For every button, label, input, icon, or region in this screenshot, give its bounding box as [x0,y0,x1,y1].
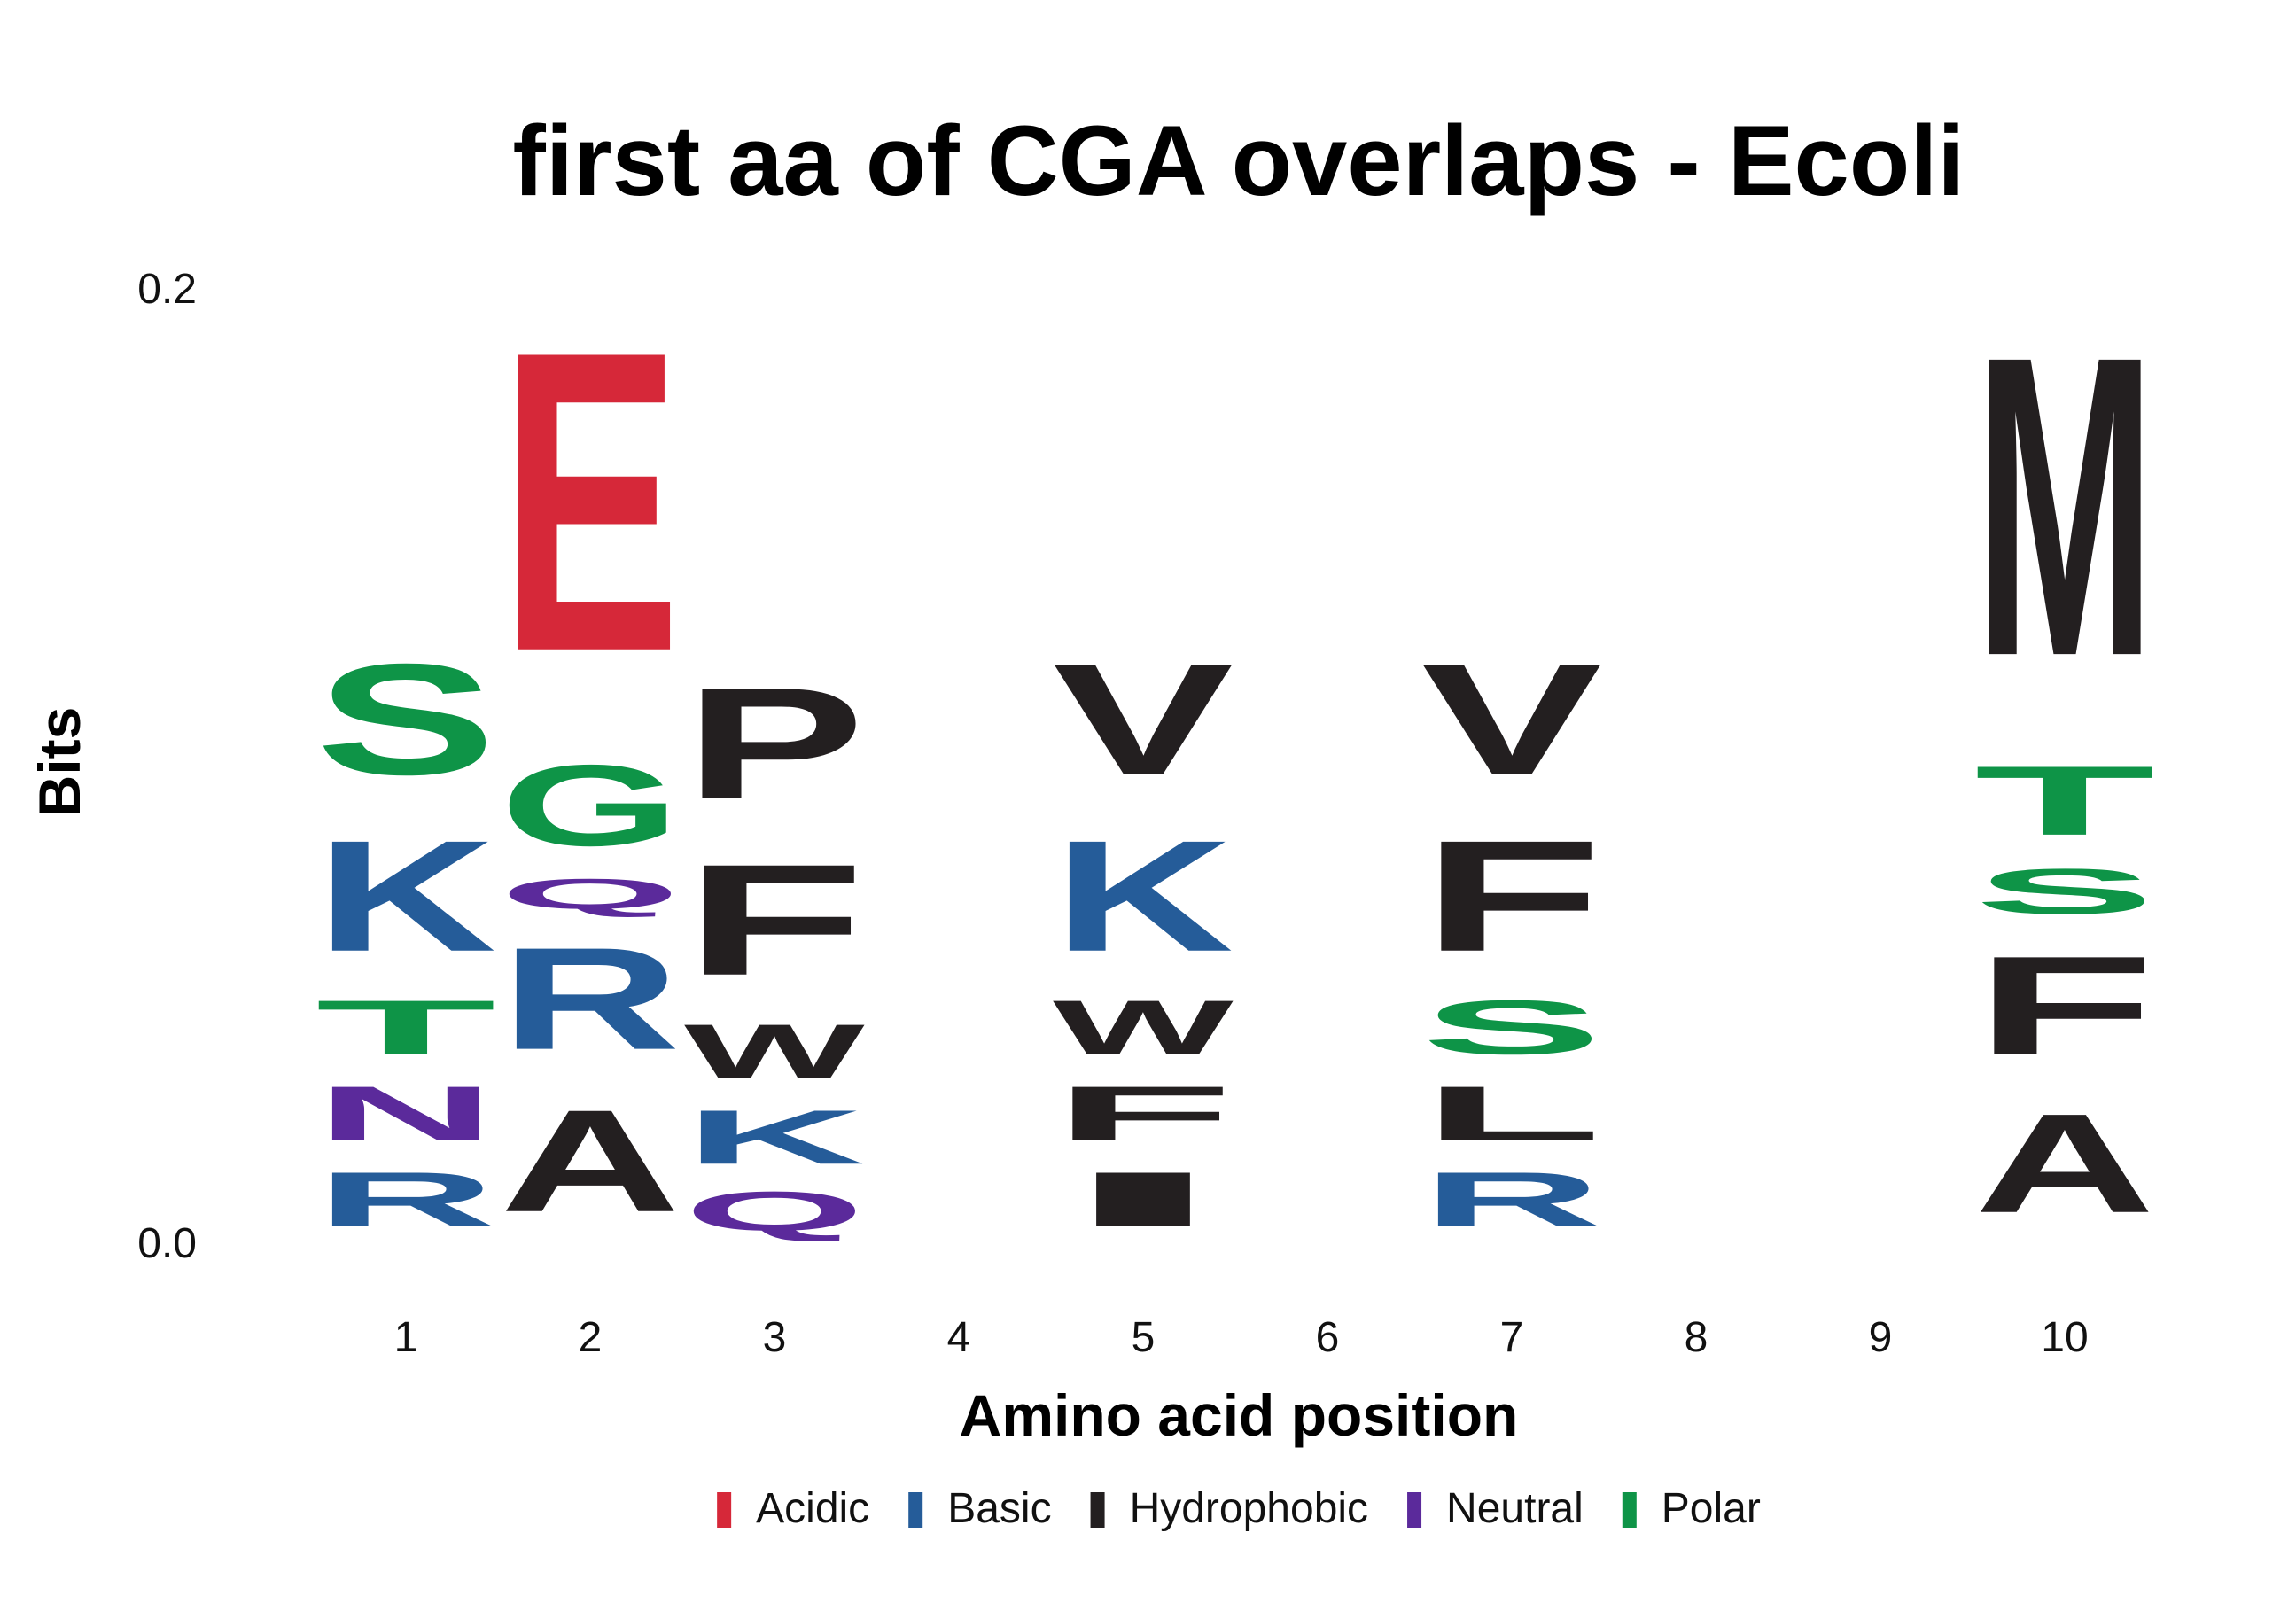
legend-swatch [908,1492,923,1528]
logo-letter-w: W [1053,984,1234,1070]
logo-letter-q: Q [684,1180,865,1242]
logo-letter-f: F [1421,807,1602,984]
x-tick-label: 3 [763,1314,787,1361]
y-tick-label: 0.2 [137,266,197,313]
logo-letter-r: R [1421,1156,1602,1242]
logo-letter-s: S [1974,856,2155,928]
legend-swatch [1090,1492,1105,1528]
x-tick-label: 2 [579,1314,603,1361]
logo-letter-g: G [500,741,681,869]
legend-swatch [1407,1492,1422,1528]
x-tick-label: 1 [394,1314,418,1361]
logo-letter-n: N [315,1070,496,1156]
x-tick-label: 4 [947,1314,971,1361]
logo-letter-p: P [684,655,865,832]
logo-letter-v: V [1053,631,1234,808]
logo-letter-k: K [684,1094,865,1180]
logo-letter-k: K [1053,808,1234,985]
logo-letter-l: L [1421,1070,1602,1156]
x-tick-label: 10 [2041,1314,2088,1361]
y-axis-label: Bits [27,707,92,818]
y-axis-ticks: 0.0 0.2 [137,266,197,1267]
logo-letter-f: F [1053,1070,1234,1156]
legend-swatch [1622,1492,1637,1528]
logo-letter-e: E [500,261,681,740]
logo-letter-q: Q [500,870,681,918]
y-tick-label: 0.0 [137,1220,197,1267]
legend-label: Basic [947,1485,1051,1532]
legend: Acidic Basic Hydrophobic Neutral Polar [717,1485,1761,1532]
chart-title: first aa of CGA overlaps - Ecoli [513,105,1965,216]
logo-letter-k: K [315,808,496,985]
logo-letter-t: T [1974,746,2155,856]
legend-label: Neutral [1446,1485,1584,1532]
logo-letter-w: W [684,1008,866,1094]
logo-letter-s: S [1421,984,1602,1070]
x-axis-label: Amino acid position [960,1382,1519,1448]
logo-letter-t: T [315,984,496,1070]
legend-label: Hydrophobic [1130,1485,1368,1532]
logo-letter-a: A [1974,1084,2155,1242]
logo-letter-s: S [315,631,496,808]
logo-letter-m: M [1974,268,2155,746]
logo-letter-v: V [1421,631,1602,808]
x-tick-label: 6 [1316,1314,1340,1361]
x-axis-ticks: 1 2 3 4 5 6 7 8 9 10 [394,1314,2089,1361]
legend-label: Acidic [756,1485,869,1532]
logo-letter-a: A [500,1079,681,1241]
x-tick-label: 9 [1869,1314,1893,1361]
x-tick-label: 5 [1132,1314,1156,1361]
logo-letter-i: I [1053,1156,1234,1242]
x-tick-label: 8 [1685,1314,1708,1361]
x-tick-label: 7 [1500,1314,1524,1361]
legend-label: Polar [1662,1485,1761,1532]
logo-letter-r: R [500,917,681,1079]
logo-letter-f: F [684,831,865,1008]
logo-letter-f: F [1974,927,2155,1085]
legend-swatch [717,1492,732,1528]
logo-letter-r: R [315,1156,496,1242]
